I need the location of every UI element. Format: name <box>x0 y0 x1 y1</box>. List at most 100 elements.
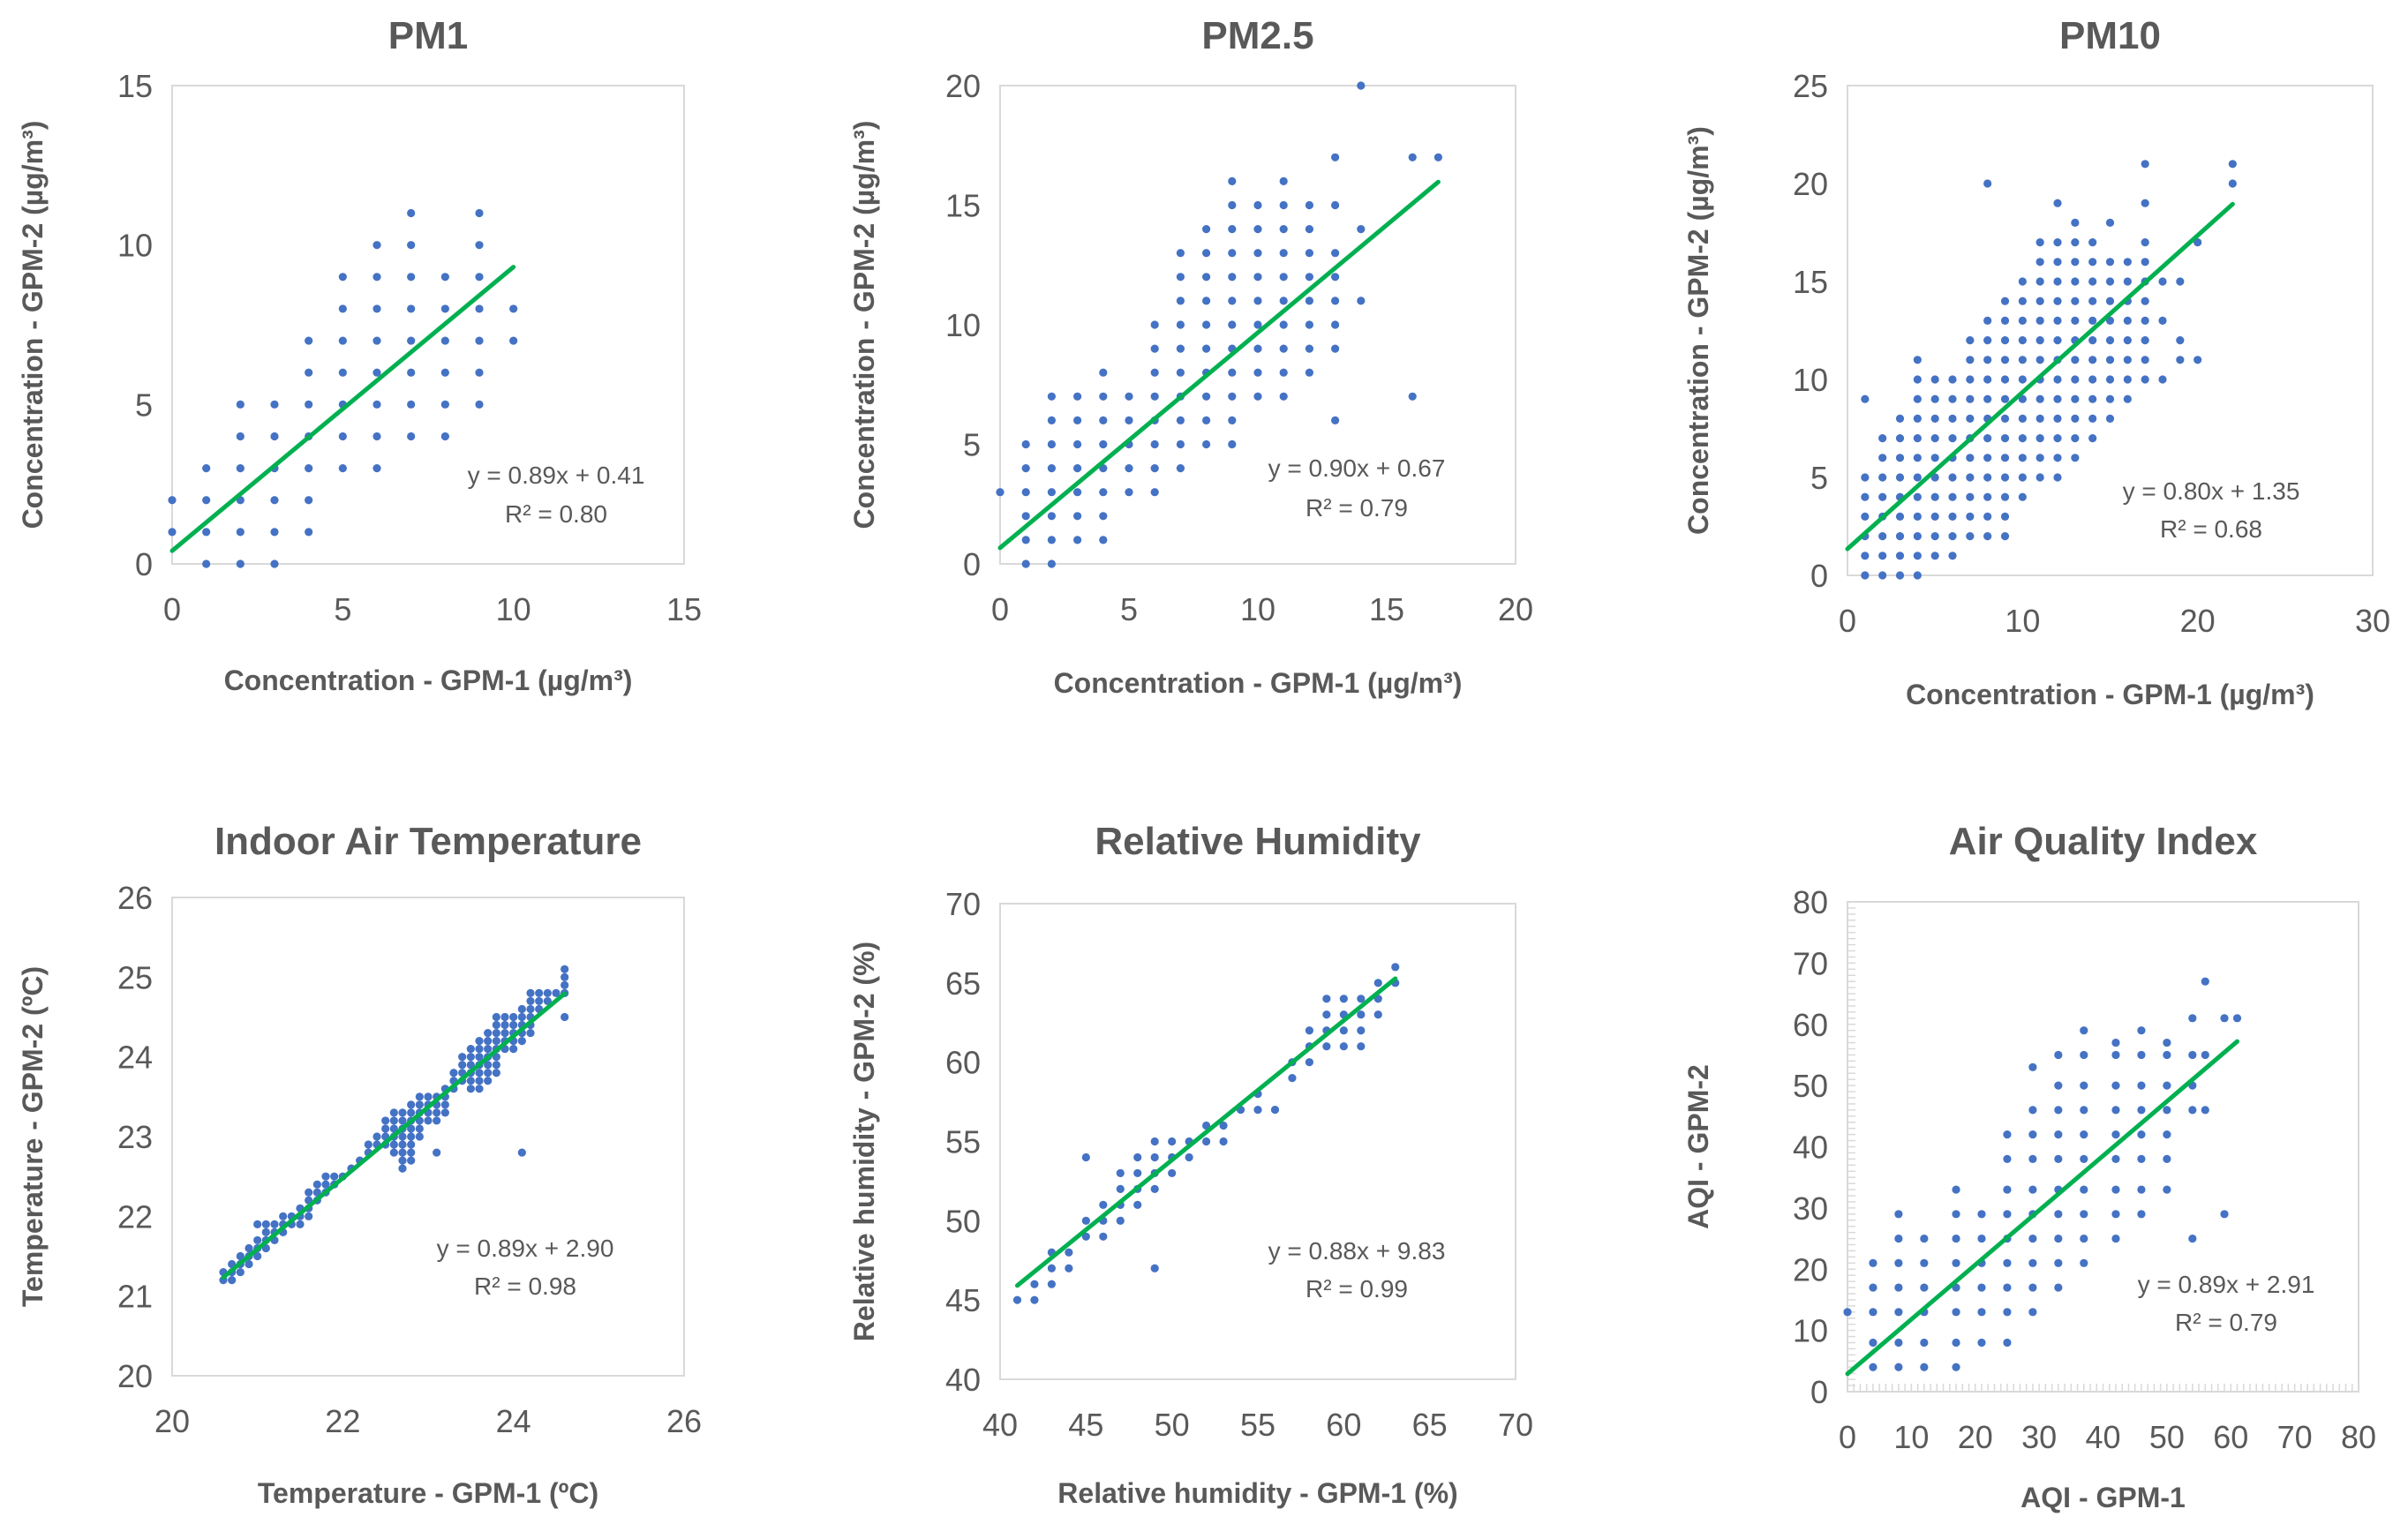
y-tick-label: 21 <box>117 1279 153 1315</box>
data-point <box>372 304 381 313</box>
data-point <box>2111 1130 2120 1139</box>
data-point <box>2054 1130 2063 1139</box>
chart-4: Indoor Air Temperature 20 22 24 26 20 21 22 23 24… <box>17 820 702 1509</box>
data-point <box>2028 1130 2037 1139</box>
data-point <box>2000 473 2010 482</box>
data-point <box>1030 1280 1039 1288</box>
data-point <box>2053 336 2062 345</box>
data-point <box>2188 1234 2197 1243</box>
data-point <box>475 1069 484 1077</box>
data-point <box>1150 488 1159 497</box>
data-point <box>1373 979 1382 987</box>
data-point <box>1966 414 1975 423</box>
y-tick-label: 80 <box>1793 884 1828 920</box>
data-point <box>1861 394 1870 403</box>
data-point <box>2201 977 2209 986</box>
data-point <box>270 1220 279 1228</box>
data-point <box>2080 1081 2088 1090</box>
data-point <box>2163 1081 2171 1090</box>
trendline <box>1845 1039 2239 1377</box>
data-point <box>1073 536 1082 544</box>
data-point <box>296 1220 305 1228</box>
data-point <box>1322 1042 1331 1051</box>
x-tick-label: 40 <box>982 1407 1018 1443</box>
data-point <box>261 1220 270 1228</box>
data-point <box>2137 1130 2146 1139</box>
data-point <box>372 432 381 441</box>
data-point <box>2054 1050 2063 1060</box>
data-point <box>1930 375 1939 384</box>
data-point <box>1948 532 1957 541</box>
data-point <box>1176 416 1185 424</box>
data-point <box>2018 336 2027 345</box>
data-point <box>202 528 211 537</box>
data-point <box>2054 1081 2063 1090</box>
data-point <box>1878 492 1887 501</box>
data-point <box>1176 320 1185 329</box>
data-point <box>2028 1308 2037 1317</box>
y-tick-label: 60 <box>1793 1007 1828 1043</box>
data-point <box>1228 273 1237 282</box>
data-point <box>2053 473 2062 482</box>
data-point <box>2018 277 2027 286</box>
data-point <box>509 1012 518 1022</box>
data-point <box>2000 532 2010 541</box>
data-point <box>484 1037 493 1046</box>
data-point <box>440 304 449 313</box>
data-point <box>1920 1363 1929 1371</box>
data-point <box>2123 277 2132 286</box>
data-point <box>1047 488 1056 497</box>
data-point <box>2158 316 2167 325</box>
data-point <box>2071 258 2080 267</box>
data-point <box>1869 1258 1877 1267</box>
data-point <box>1150 368 1159 377</box>
trendline-equation: y = 0.90x + 0.67 <box>1268 454 1446 482</box>
x-tick-label: 15 <box>666 591 702 627</box>
data-point <box>440 273 449 282</box>
data-point <box>2158 277 2167 286</box>
data-point <box>2163 1038 2171 1047</box>
data-point <box>1331 297 1340 305</box>
data-point <box>270 400 279 409</box>
data-point <box>2053 199 2062 207</box>
x-tick-label: 55 <box>1240 1407 1275 1443</box>
data-point <box>305 496 313 505</box>
data-point <box>312 1188 321 1197</box>
data-point <box>2088 414 2097 423</box>
chart-3: PM10 0 10 20 30 0 5 10 15 20 25 Concentration - GPM… <box>1682 14 2390 710</box>
data-point <box>1913 512 1922 522</box>
data-point <box>517 1148 526 1157</box>
x-tick-label: 10 <box>1893 1419 1929 1455</box>
data-point <box>236 400 245 409</box>
data-point <box>1073 488 1082 497</box>
data-point <box>1030 1295 1039 1304</box>
data-point <box>389 1148 398 1157</box>
data-point <box>2071 218 2080 227</box>
data-point <box>2071 394 2080 403</box>
data-point <box>1305 320 1313 329</box>
data-point <box>2137 1210 2146 1219</box>
data-point <box>509 1020 518 1030</box>
y-tick-label: 10 <box>945 307 981 343</box>
x-axis-label: Temperature - GPM-1 (ºC) <box>258 1477 598 1509</box>
data-point <box>1357 1010 1366 1019</box>
data-point <box>398 1164 407 1173</box>
data-point <box>2003 1154 2012 1163</box>
data-point <box>552 988 561 997</box>
data-point <box>372 273 381 282</box>
data-point <box>1133 1200 1142 1209</box>
data-point <box>1021 559 1030 568</box>
trendline <box>1845 201 2235 552</box>
data-point <box>543 996 552 1006</box>
data-point <box>1983 179 1992 188</box>
data-point <box>440 432 449 441</box>
data-point <box>2123 375 2132 384</box>
data-point <box>2088 375 2097 384</box>
data-point <box>2053 414 2062 423</box>
y-tick-label: 10 <box>1793 1313 1828 1349</box>
data-point <box>2111 1210 2120 1219</box>
data-point <box>1099 1200 1108 1209</box>
data-point <box>1228 249 1237 258</box>
data-point <box>1047 536 1056 544</box>
